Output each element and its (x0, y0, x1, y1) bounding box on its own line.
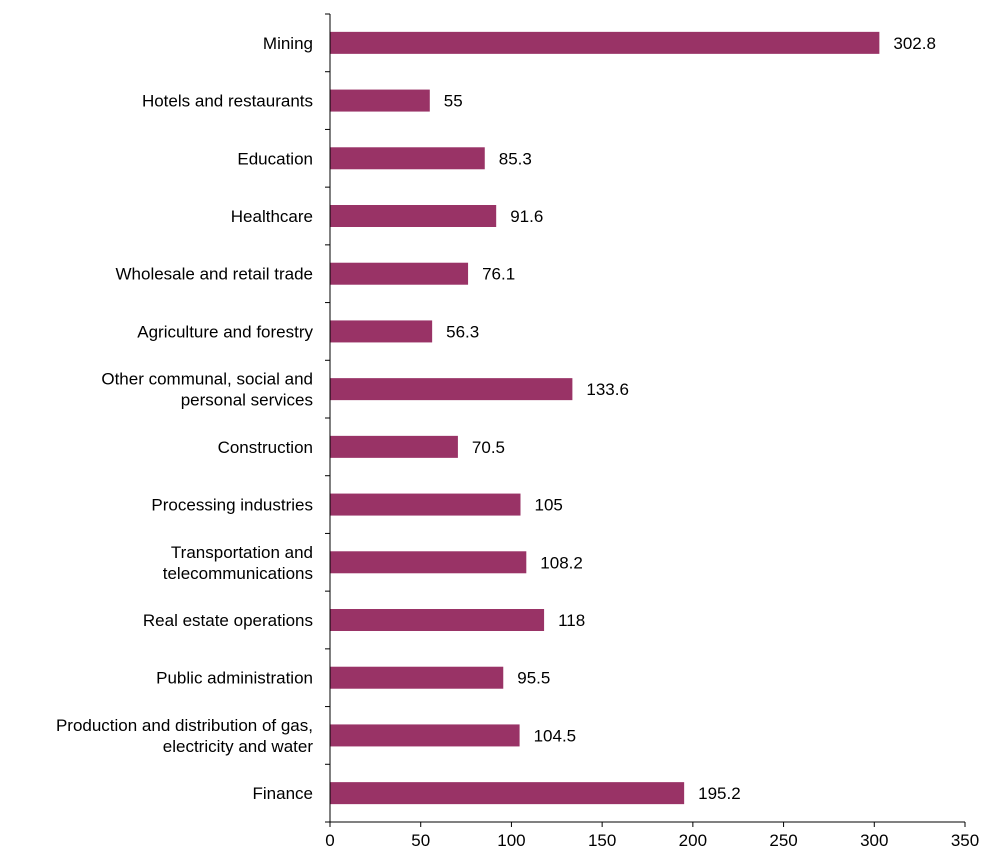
category-label: Real estate operations (143, 611, 313, 630)
data-label: 105 (535, 496, 563, 515)
data-label: 108.2 (540, 553, 583, 572)
bar (330, 782, 685, 805)
data-label: 55 (444, 92, 463, 111)
bar (330, 262, 469, 285)
category-labels-group: Mining Hotels and restaurants Education Hea… (56, 34, 314, 803)
category-label-line: Real estate operations (143, 611, 313, 630)
bars-group (330, 31, 880, 805)
bar (330, 205, 497, 227)
category-label-line: Production and distribution of gas, (56, 716, 313, 735)
bar (330, 666, 504, 689)
bar (330, 493, 521, 516)
x-tick-label: 150 (588, 831, 616, 850)
x-tick-label: 350 (951, 831, 979, 850)
category-label: Public administration (156, 669, 313, 688)
category-label-line: Agriculture and forestry (137, 322, 313, 341)
category-label: Healthcare (231, 207, 313, 226)
data-label: 133.6 (586, 380, 629, 399)
category-label-line: Construction (218, 438, 313, 457)
bar (330, 89, 430, 112)
category-label: Education (237, 149, 313, 168)
category-label: Wholesale and retail trade (115, 265, 313, 284)
x-tick-label: 100 (497, 831, 525, 850)
x-tick-label: 0 (325, 831, 334, 850)
bar (330, 609, 545, 631)
x-tick-label: 50 (411, 831, 430, 850)
data-label: 104.5 (534, 726, 577, 745)
category-label-line: Public administration (156, 669, 313, 688)
data-label: 195.2 (698, 784, 741, 803)
x-tick-label: 300 (860, 831, 888, 850)
x-tick-label: 200 (679, 831, 707, 850)
x-ticks-group: 0 50 100 150 200 250 300 350 (325, 831, 979, 850)
category-label-line: telecommunications (163, 564, 313, 583)
bar (330, 724, 520, 747)
category-label: Transportation and telecommunications (163, 543, 313, 583)
category-label-line: Other communal, social and (101, 370, 313, 389)
bar (330, 31, 880, 54)
data-label: 85.3 (499, 149, 532, 168)
value-labels-group: 302.8 55 85.3 91.6 76.1 56.3 133.6 70.5 105 108.2… (444, 34, 936, 803)
category-label: Agriculture and forestry (137, 322, 313, 341)
data-label: 56.3 (446, 322, 479, 341)
bar (330, 147, 485, 170)
category-label-line: Transportation and (171, 543, 313, 562)
category-label: Processing industries (151, 496, 313, 515)
axes-group (325, 13, 966, 827)
category-label-line: electricity and water (163, 737, 314, 756)
category-label: Hotels and restaurants (142, 92, 313, 111)
bar (330, 551, 527, 574)
category-label-line: Mining (263, 34, 313, 53)
category-label-line: Processing industries (151, 496, 313, 515)
bar (330, 378, 573, 401)
data-label: 302.8 (893, 34, 936, 53)
x-tick-label: 250 (769, 831, 797, 850)
category-label: Mining (263, 34, 313, 53)
category-label: Production and distribution of gas, elect… (56, 716, 313, 756)
data-label: 91.6 (510, 207, 543, 226)
data-label: 95.5 (517, 669, 550, 688)
data-label: 118 (558, 611, 585, 630)
bar (330, 320, 433, 343)
category-label: Other communal, social and personal servi… (101, 370, 313, 410)
category-label-line: Hotels and restaurants (142, 92, 313, 111)
category-label-line: Education (237, 149, 313, 168)
data-label: 76.1 (482, 265, 515, 284)
category-label-line: Wholesale and retail trade (115, 265, 313, 284)
category-label-line: Finance (253, 784, 313, 803)
bar (330, 435, 458, 458)
category-label: Construction (218, 438, 313, 457)
category-label-line: personal services (181, 391, 313, 410)
data-label: 70.5 (472, 438, 505, 457)
category-label: Finance (253, 784, 313, 803)
category-label-line: Healthcare (231, 207, 313, 226)
